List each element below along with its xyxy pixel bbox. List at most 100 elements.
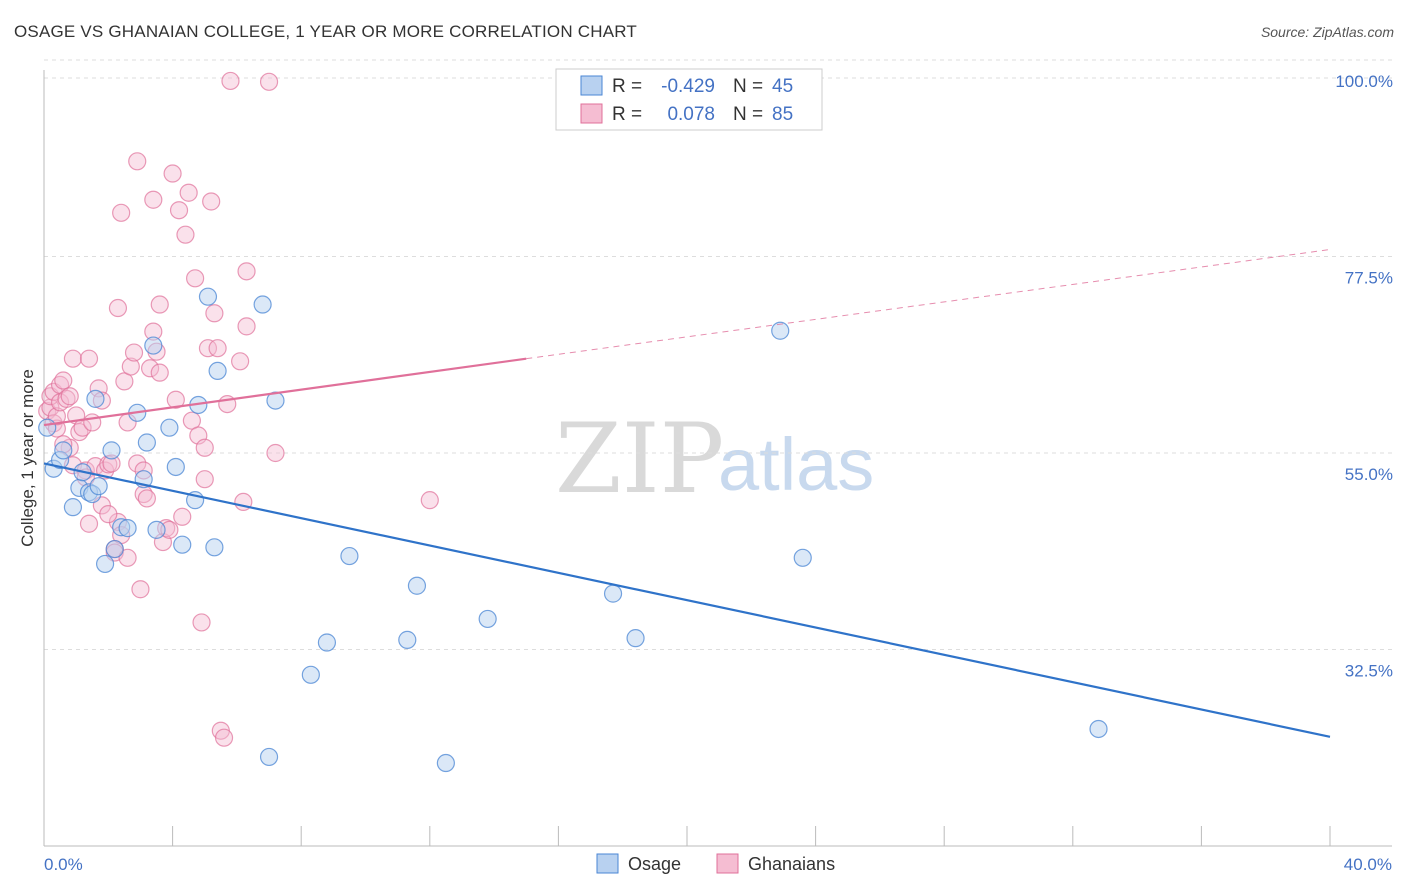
y-tick-label: 77.5% <box>1345 269 1393 288</box>
chart-title: OSAGE VS GHANAIAN COLLEGE, 1 YEAR OR MOR… <box>14 22 637 41</box>
ghanaians-point <box>166 390 185 409</box>
osage-point <box>1089 719 1108 739</box>
osage-point <box>63 498 83 517</box>
ghanaians-point <box>150 363 169 382</box>
series-legend: Osage Ghanaians <box>596 853 835 874</box>
ghanaians-point <box>150 295 169 314</box>
ghanaians-point <box>144 190 163 209</box>
ghanaians-point <box>99 505 118 524</box>
ghanaians-point <box>108 298 128 318</box>
ghanaians-point <box>179 183 198 202</box>
ghanaians-points <box>38 71 439 747</box>
bottom-legend-label-ghanaians: Ghanaians <box>748 854 835 874</box>
x-tick-marks <box>172 826 1331 846</box>
bottom-legend-label-osage: Osage <box>628 854 681 874</box>
ghanaians-point <box>60 387 79 406</box>
ghanaians-point <box>186 269 205 288</box>
ghanaians-point <box>79 349 99 368</box>
y-tick-labels: 32.5% 55.0% 77.5% 100.0% <box>1335 72 1393 681</box>
ghanaians-point <box>79 514 99 533</box>
ghanaians-point <box>266 443 285 463</box>
legend-n-label-ghanaians: N = <box>733 104 763 125</box>
osage-point <box>771 321 790 340</box>
ghanaians-point <box>83 413 102 432</box>
osage-point <box>147 520 166 539</box>
osage-point <box>137 433 156 452</box>
bottom-legend-swatch-ghanaians <box>716 853 739 874</box>
ghanaians-point <box>205 304 224 323</box>
legend-r-label-osage: R = <box>612 76 642 97</box>
ghanaians-point <box>195 470 214 489</box>
legend-n-value-osage: 45 <box>772 76 793 97</box>
ghanaians-point <box>63 349 83 368</box>
osage-point <box>259 747 279 767</box>
osage-point <box>198 287 218 306</box>
y-tick-label: 32.5% <box>1345 662 1393 681</box>
ghanaians-point <box>118 548 137 567</box>
legend-swatch-osage <box>580 75 603 96</box>
osage-point <box>86 389 105 408</box>
osage-point <box>95 554 115 574</box>
osage-point <box>205 538 224 557</box>
osage-point <box>603 584 623 603</box>
ghanaians-point <box>163 164 182 183</box>
osage-point <box>89 477 108 496</box>
y-tick-label: 100.0% <box>1335 72 1393 91</box>
osage-point <box>436 753 455 773</box>
osage-point <box>317 633 337 652</box>
legend-n-label-osage: N = <box>733 76 763 97</box>
osage-trend-line <box>43 462 1331 738</box>
legend-r-value-osage: -0.429 <box>661 76 715 97</box>
ghanaians-point <box>237 317 256 336</box>
ghanaians-point <box>169 201 189 220</box>
bottom-legend-swatch-osage <box>596 853 619 874</box>
ghanaians-point <box>208 339 227 358</box>
ghanaians-point <box>137 489 156 508</box>
ghanaians-point <box>121 357 140 376</box>
legend-swatch-ghanaians <box>580 103 603 124</box>
ghanaians-point <box>57 389 76 408</box>
legend-n-value-ghanaians: 85 <box>772 104 793 125</box>
ghanaians-point <box>221 71 240 91</box>
ghanaians-point <box>112 203 131 222</box>
ghanaians-point <box>192 613 211 632</box>
osage-point <box>301 665 320 684</box>
ghanaians-point <box>124 343 144 362</box>
ghanaians-point <box>198 339 218 358</box>
ghanaians-point <box>54 371 73 390</box>
correlation-legend: R = -0.429 N = 45 R = 0.078 N = 85 <box>555 68 823 131</box>
source-label: Source: ZipAtlas.com <box>1260 24 1394 40</box>
ghanaians-trend-line <box>43 357 527 427</box>
x-tick-label-max: 40.0% <box>1344 855 1392 874</box>
axes <box>43 70 1392 847</box>
ghanaians-point <box>128 152 147 171</box>
ghanaians-point <box>173 507 192 526</box>
y-tick-label: 55.0% <box>1345 465 1393 484</box>
ghanaians-trend-extension <box>526 249 1331 360</box>
osage-points <box>38 287 1108 773</box>
ghanaians-point <box>176 225 195 244</box>
osage-point <box>398 630 417 649</box>
osage-point <box>166 457 185 477</box>
ghanaians-point <box>131 580 150 599</box>
osage-point <box>478 609 497 629</box>
trend-lines <box>43 249 1331 738</box>
x-tick-label-min: 0.0% <box>44 855 83 874</box>
ghanaians-point <box>237 262 256 281</box>
y-axis-label: College, 1 year or more <box>18 369 37 547</box>
osage-point <box>54 441 73 460</box>
osage-point <box>208 361 227 381</box>
osage-point <box>173 535 192 554</box>
legend-r-value-ghanaians: 0.078 <box>667 104 715 125</box>
watermark-atlas: atlas <box>718 423 874 506</box>
osage-point <box>118 519 137 538</box>
ghanaians-point <box>420 491 439 510</box>
osage-point <box>38 418 57 437</box>
osage-point <box>102 441 121 460</box>
ghanaians-point <box>259 72 279 91</box>
osage-point <box>105 539 124 559</box>
watermark-zip: ZIP <box>555 403 724 515</box>
osage-point <box>340 546 359 566</box>
osage-point <box>407 576 427 595</box>
